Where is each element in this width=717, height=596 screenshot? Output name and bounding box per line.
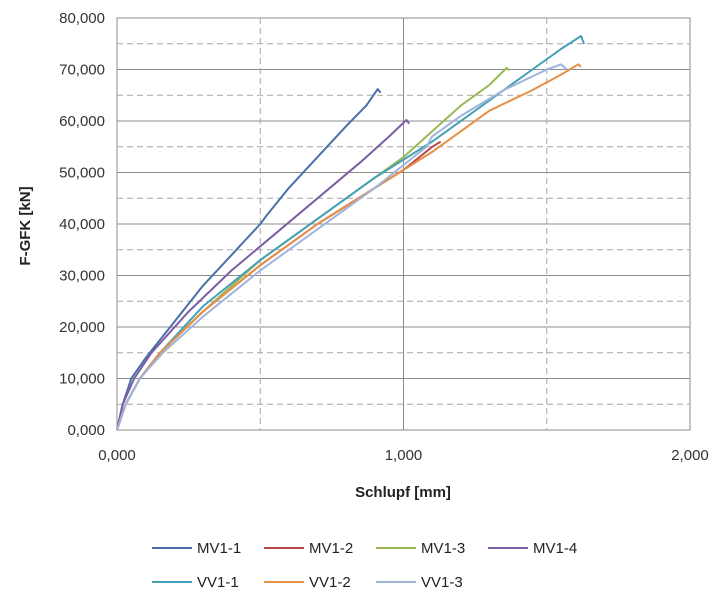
legend-item-mv1-3: MV1-3 [376,540,465,557]
series-line-vv1-3 [116,63,568,431]
x-tick-label: 1,000 [385,447,423,464]
y-tick-label: 60,000 [59,113,105,130]
legend-label: MV1-2 [309,540,353,557]
series-line-mv1-4 [116,119,410,431]
y-tick-label: 0,000 [67,422,105,439]
legend-label: MV1-1 [197,540,241,557]
x-axis-title: Schlupf [mm] [355,484,451,501]
grid [116,17,691,431]
legend-label: VV1-1 [197,574,239,591]
legend: MV1-1 MV1-2 MV1-3 MV1-4 VV1-1 VV1-2 VV1-3 [152,540,577,591]
legend-label: VV1-2 [309,574,351,591]
legend-label: MV1-3 [421,540,465,557]
legend-label: VV1-3 [421,574,463,591]
series-line-mv1-1 [116,88,382,431]
legend-item-mv1-4: MV1-4 [488,540,577,557]
legend-item-vv1-3: VV1-3 [376,574,463,591]
legend-item-vv1-1: VV1-1 [152,574,239,591]
y-tick-label: 10,000 [59,371,105,388]
x-tick-label: 0,000 [98,447,136,464]
legend-item-mv1-2: MV1-2 [264,540,353,557]
y-tick-label: 80,000 [59,10,105,27]
legend-item-vv1-2: VV1-2 [264,574,351,591]
y-tick-label: 20,000 [59,319,105,336]
axis-ticks: 0,000 10,000 20,000 30,000 40,000 50,000 60,00… [59,10,709,464]
y-axis-title: F-GFK [kN] [17,186,34,265]
series-line-mv1-2 [116,140,442,431]
series-lines [116,35,585,431]
y-tick-label: 70,000 [59,62,105,79]
y-tick-label: 50,000 [59,165,105,182]
x-tick-label: 2,000 [671,447,709,464]
legend-label: MV1-4 [533,540,577,557]
y-tick-label: 30,000 [59,268,105,285]
legend-item-mv1-1: MV1-1 [152,540,241,557]
series-line-vv1-2 [116,63,582,431]
y-tick-label: 40,000 [59,216,105,233]
